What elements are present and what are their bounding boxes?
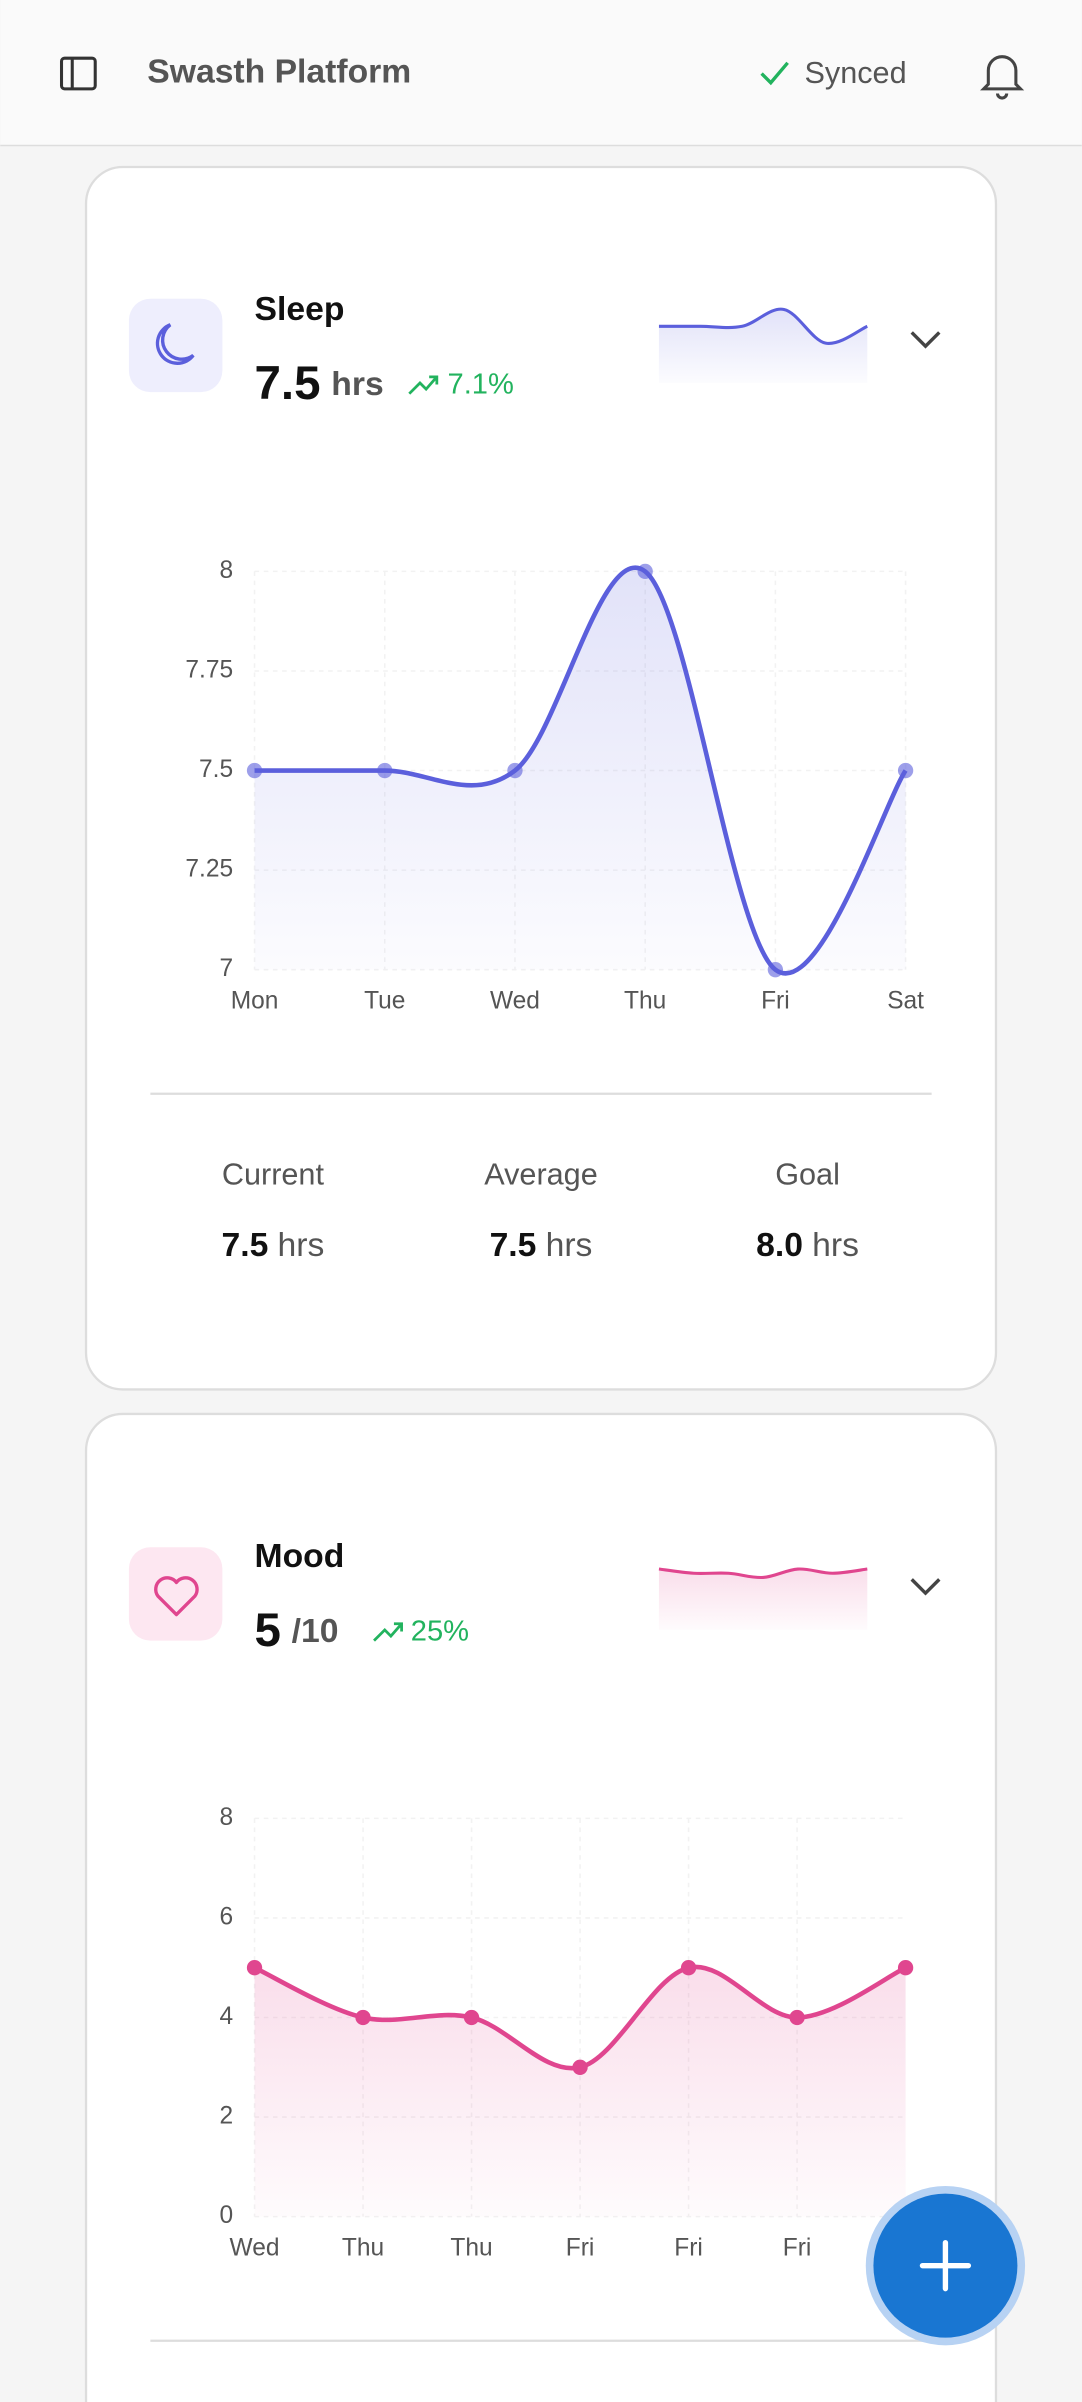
sync-status: Synced: [804, 56, 906, 90]
y-tick-label: 8: [219, 557, 233, 584]
y-tick-label: 2: [219, 2103, 233, 2130]
data-point: [572, 2059, 588, 2075]
y-tick-label: 6: [219, 1903, 233, 1930]
x-tick-label: Tue: [364, 987, 405, 1014]
collapse-button[interactable]: [910, 1578, 941, 1596]
line-area: [254, 1966, 906, 2217]
card-value: 5/10: [255, 1604, 339, 1657]
value: 7.5: [490, 1226, 537, 1264]
moon-icon: [155, 323, 195, 365]
sleep-icon-box: [128, 298, 223, 393]
y-tick-label: 8: [219, 1804, 233, 1831]
y-tick-label: 4: [219, 2003, 233, 2030]
x-tick-label: Thu: [342, 2234, 384, 2261]
data-point: [680, 1960, 697, 1976]
data-point: [637, 563, 653, 580]
stat-value: 7.5 hrs: [490, 1226, 593, 1264]
app-header: [0, 0, 1082, 146]
sparkline: [658, 307, 868, 345]
card-change: 25%: [411, 1616, 469, 1648]
y-tick-label: 7: [219, 955, 233, 982]
x-tick-label: Sat: [887, 987, 924, 1014]
unit: /10: [292, 1612, 339, 1650]
stat-label: Average: [484, 1158, 598, 1192]
stat-value: 7.5 hrs: [221, 1226, 324, 1264]
trend-icon: [373, 1622, 403, 1642]
notifications-button[interactable]: [980, 55, 1025, 100]
unit: hrs: [278, 1226, 325, 1264]
stat-label: Goal: [775, 1158, 840, 1192]
unit: hrs: [812, 1226, 859, 1264]
card-value: 7.5 hrs: [255, 357, 384, 410]
x-tick-label: Wed: [490, 987, 540, 1014]
sparkline-area: [658, 1568, 868, 1630]
charts: 7 7.25 7.5 7.75 8 Mon Tue Wed Thu Fri Sat Current 7.…: [150, 307, 932, 2342]
card-title: Sleep: [255, 290, 345, 328]
data-point: [463, 2009, 480, 2026]
collapse-button[interactable]: [910, 331, 941, 349]
x-tick-label: Fri: [674, 2234, 703, 2261]
line-area: [254, 567, 906, 974]
mood-icon-box: [128, 1547, 223, 1641]
app-title: Swasth Platform: [147, 52, 411, 90]
unit: hrs: [331, 365, 383, 403]
data-point: [767, 962, 784, 978]
card-title: Mood: [255, 1537, 345, 1575]
unit: hrs: [546, 1226, 593, 1264]
y-tick-label: 0: [219, 2202, 233, 2229]
data-point: [377, 762, 393, 779]
x-tick-label: Fri: [783, 2234, 812, 2261]
y-tick-label: 7.25: [185, 856, 233, 883]
data-point: [507, 762, 523, 779]
add-button[interactable]: [865, 2186, 1026, 2346]
data-point: [897, 762, 914, 779]
x-tick-label: Thu: [450, 2234, 492, 2261]
value: 5: [255, 1604, 281, 1657]
sidebar-toggle[interactable]: [59, 56, 97, 91]
value: 8.0: [756, 1226, 803, 1264]
sparkline: [658, 1567, 868, 1580]
data-point: [789, 2009, 805, 2026]
y-tick-label: 7.5: [199, 756, 233, 783]
data-point: [246, 762, 263, 779]
card-change: 7.1%: [448, 369, 514, 401]
y-tick-label: 7.75: [185, 656, 233, 683]
value: 7.5: [255, 357, 321, 410]
data-point: [246, 1960, 263, 1976]
stat-label: Current: [222, 1158, 325, 1192]
x-tick-label: Thu: [624, 987, 666, 1014]
value: 7.5: [221, 1226, 268, 1264]
data-point: [897, 1960, 914, 1976]
x-tick-label: Fri: [761, 987, 790, 1014]
x-tick-label: Wed: [230, 2234, 280, 2261]
stat-value: 8.0 hrs: [756, 1226, 859, 1264]
x-tick-label: Mon: [231, 987, 279, 1014]
x-tick-label: Fri: [566, 2234, 595, 2261]
heart-icon: [154, 1576, 199, 1617]
trend-icon: [408, 375, 439, 395]
data-point: [355, 2009, 371, 2026]
sync-check-icon: [760, 61, 789, 86]
